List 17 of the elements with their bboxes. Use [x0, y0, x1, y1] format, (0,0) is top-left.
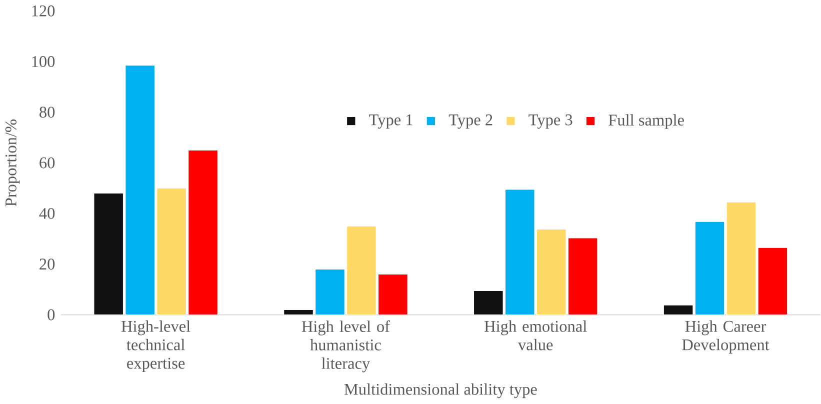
y-tick-label: 80: [40, 106, 55, 118]
legend-label: Full sample: [608, 114, 684, 130]
legend-label: Type 3: [528, 114, 572, 129]
y-tick-label: 0: [48, 309, 55, 320]
legend-label: Type 2: [448, 114, 492, 129]
x-tick-label: High level of humanistic literacy: [302, 320, 390, 372]
y-axis-title: Proportion/%: [5, 120, 20, 206]
y-tick-label: 120: [32, 6, 55, 17]
y-tick-label: 60: [40, 158, 55, 169]
y-tick-label: 100: [32, 56, 55, 68]
y-tick-label: 20: [40, 258, 55, 270]
x-axis-title: Multidimensional ability type: [344, 384, 537, 398]
x-tick-label: High Career Development: [682, 320, 770, 354]
x-tick-label: High emotional value: [484, 320, 587, 351]
y-tick-label: 40: [39, 208, 55, 220]
legend-label: Type 1: [369, 114, 412, 129]
x-tick-label: High-level technical expertise: [121, 320, 190, 372]
